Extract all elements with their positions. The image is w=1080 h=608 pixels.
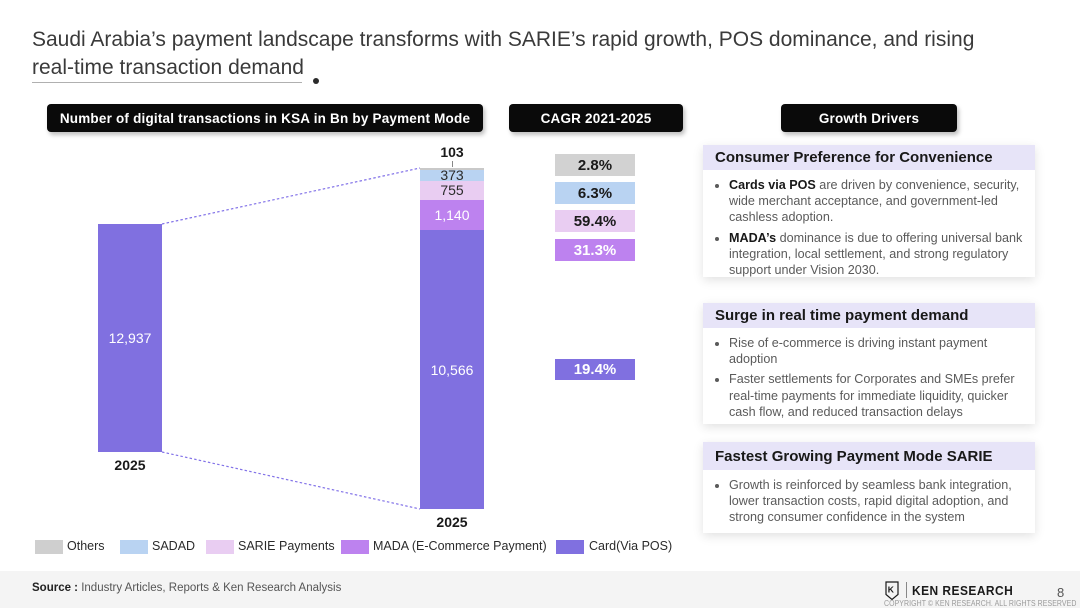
svg-text:K: K (888, 585, 895, 595)
